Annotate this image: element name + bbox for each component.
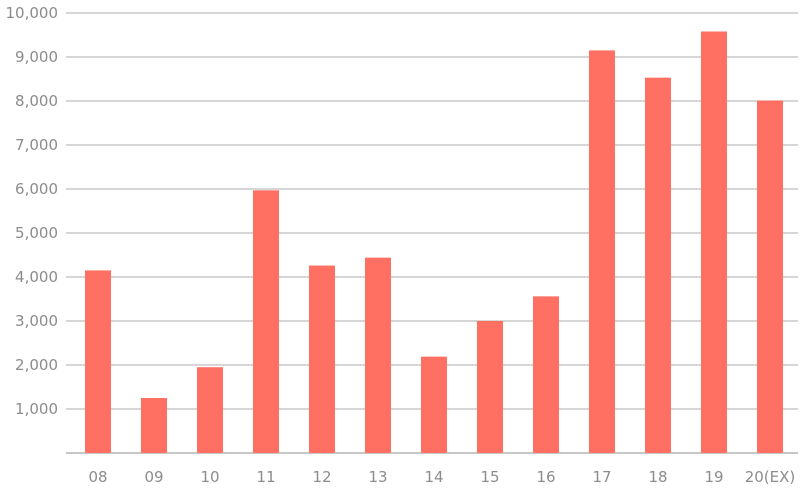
- x-axis-tick-labels: 08 09 10 11 12 13 14 15 16 17 18 19 20(EX): [88, 468, 795, 486]
- gridlines: [66, 12, 798, 454]
- bar-16: [533, 296, 559, 453]
- bar-14: [421, 356, 447, 453]
- x-tick-label: 11: [256, 468, 275, 486]
- y-tick-label: 2,000: [15, 356, 58, 374]
- x-tick-label: 20(EX): [745, 468, 796, 486]
- bar-12: [309, 265, 335, 453]
- x-tick-label: 10: [200, 468, 219, 486]
- bar-13: [365, 257, 391, 453]
- bar-15: [477, 321, 503, 453]
- bar-18: [645, 77, 671, 454]
- x-tick-label: 19: [704, 468, 723, 486]
- y-tick-label: 6,000: [15, 180, 58, 198]
- y-tick-label: 9,000: [15, 48, 58, 66]
- bar-10: [197, 367, 223, 453]
- x-tick-label: 13: [368, 468, 387, 486]
- x-tick-label: 14: [424, 468, 443, 486]
- x-tick-label: 17: [592, 468, 611, 486]
- x-tick-label: 18: [648, 468, 667, 486]
- bar-20-ex: [757, 100, 783, 453]
- x-tick-label: 16: [536, 468, 555, 486]
- y-tick-label: 3,000: [15, 312, 58, 330]
- y-tick-label: 4,000: [15, 268, 58, 286]
- x-tick-label: 12: [312, 468, 331, 486]
- bar-17: [589, 50, 615, 454]
- x-tick-label: 08: [88, 468, 107, 486]
- bar-19: [701, 31, 727, 453]
- bars: [85, 31, 783, 454]
- y-tick-label: 5,000: [15, 224, 58, 242]
- y-axis-tick-labels: 1,000 2,000 3,000 4,000 5,000 6,000 7,000 8,000…: [6, 4, 59, 418]
- x-tick-label: 15: [480, 468, 499, 486]
- bar-11: [253, 190, 279, 453]
- bar-08: [85, 270, 111, 453]
- y-tick-label: 7,000: [15, 136, 58, 154]
- y-tick-label: 1,000: [15, 400, 58, 418]
- x-tick-label: 09: [144, 468, 163, 486]
- bar-09: [141, 398, 167, 453]
- y-tick-label: 10,000: [6, 4, 59, 22]
- y-tick-label: 8,000: [15, 92, 58, 110]
